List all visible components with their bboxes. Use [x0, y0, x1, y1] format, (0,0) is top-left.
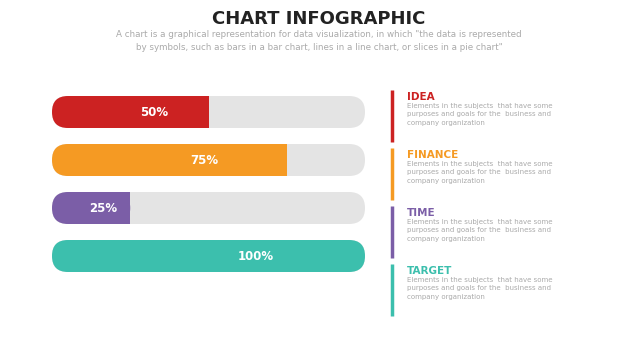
FancyBboxPatch shape [52, 144, 365, 176]
Text: IDEA: IDEA [407, 92, 435, 102]
Text: TIME: TIME [407, 208, 436, 218]
Bar [68, 96, 208, 128]
FancyBboxPatch shape [52, 192, 130, 224]
Text: TARGET: TARGET [407, 266, 452, 276]
Text: 50%: 50% [140, 105, 168, 118]
Text: 100%: 100% [237, 249, 273, 262]
FancyBboxPatch shape [52, 96, 208, 128]
Text: FINANCE: FINANCE [407, 150, 458, 160]
Text: Elements in the subjects  that have some
purposes and goals for the  business an: Elements in the subjects that have some … [407, 277, 553, 300]
Bar [68, 192, 130, 224]
Bar [114, 192, 130, 224]
FancyBboxPatch shape [52, 144, 287, 176]
FancyBboxPatch shape [52, 240, 365, 272]
Text: 25%: 25% [89, 202, 117, 215]
Text: 75%: 75% [190, 153, 219, 166]
FancyBboxPatch shape [52, 240, 365, 272]
Text: Elements in the subjects  that have some
purposes and goals for the  business an: Elements in the subjects that have some … [407, 103, 553, 126]
Bar [271, 144, 287, 176]
Bar [68, 144, 287, 176]
Text: Elements in the subjects  that have some
purposes and goals for the  business an: Elements in the subjects that have some … [407, 161, 553, 184]
Text: A chart is a graphical representation for data visualization, in which "the data: A chart is a graphical representation fo… [116, 30, 522, 52]
Text: Elements in the subjects  that have some
purposes and goals for the  business an: Elements in the subjects that have some … [407, 219, 553, 242]
FancyBboxPatch shape [52, 192, 365, 224]
FancyBboxPatch shape [52, 96, 365, 128]
Text: CHART INFOGRAPHIC: CHART INFOGRAPHIC [212, 10, 426, 28]
Bar [192, 96, 208, 128]
